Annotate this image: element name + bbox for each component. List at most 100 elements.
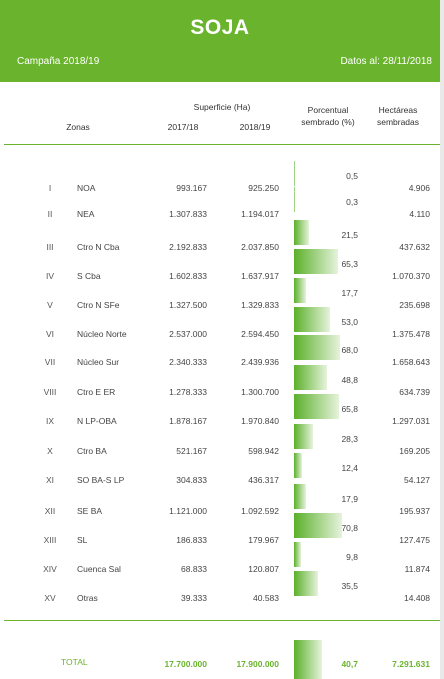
superficie-2018: 1.970.840 <box>241 416 279 426</box>
zone-number: XI <box>45 475 55 485</box>
hectares-value: 127.475 <box>399 535 430 545</box>
year1-header: 2017/18 <box>167 122 199 132</box>
percent-bar <box>294 335 341 360</box>
zone-name: Núcleo Norte <box>77 329 127 339</box>
zone-number: VI <box>45 329 55 339</box>
percent-bar <box>294 187 295 212</box>
total-hectares: 7.291.631 <box>392 659 430 669</box>
superficie-2017: 2.340.333 <box>169 357 207 367</box>
header-divider <box>4 144 440 145</box>
hectares-value: 235.698 <box>399 300 430 310</box>
zone-number: III <box>46 242 54 252</box>
zone-name: NOA <box>77 183 96 193</box>
page-title: SOJA <box>190 16 250 39</box>
superficie-2017: 1.307.833 <box>169 209 207 219</box>
porcentual-header: Porcentual sembrado (%) <box>301 105 355 127</box>
percent-value: 53,0 <box>341 317 358 327</box>
zone-name: SE BA <box>77 506 103 516</box>
percent-value: 21,5 <box>341 230 358 240</box>
hectareas-header: Hectáreas sembradas <box>376 105 420 127</box>
superficie-2017: 304.833 <box>176 475 207 485</box>
zone-name: S Cba <box>77 271 101 281</box>
total-percent-bar <box>294 640 322 679</box>
percent-bar <box>294 307 330 332</box>
percent-value: 28,3 <box>341 434 358 444</box>
superficie-2017: 39.333 <box>181 593 207 603</box>
zone-number: XIII <box>43 535 57 545</box>
superficie-2018: 40.583 <box>253 593 279 603</box>
percent-value: 9,8 <box>346 552 358 562</box>
superficie-2017: 1.278.333 <box>169 387 207 397</box>
percent-value: 0,5 <box>346 171 358 181</box>
percent-bar <box>294 513 342 538</box>
superficie-2017: 1.878.167 <box>169 416 207 426</box>
zone-number: IX <box>45 416 55 426</box>
superficie-2018: 120.807 <box>248 564 279 574</box>
superficie-2017: 68.833 <box>181 564 207 574</box>
superficie-2018: 1.092.592 <box>241 506 279 516</box>
zone-number: XIV <box>43 564 57 574</box>
hectares-value: 14.408 <box>404 593 430 603</box>
zone-name: Ctro N Cba <box>77 242 120 252</box>
hectares-value: 1.658.643 <box>392 357 430 367</box>
superficie-2018: 1.637.917 <box>241 271 279 281</box>
percent-value: 70,8 <box>341 523 358 533</box>
hectares-value: 195.937 <box>399 506 430 516</box>
superficie-2018: 179.967 <box>248 535 279 545</box>
superficie-2017: 1.121.000 <box>169 506 207 516</box>
superficie-2017: 521.167 <box>176 446 207 456</box>
zone-number: I <box>48 183 52 193</box>
percent-bar <box>294 365 328 390</box>
superficie-2017: 2.192.833 <box>169 242 207 252</box>
zonas-header: Zonas <box>66 122 90 132</box>
percent-value: 17,9 <box>341 494 358 504</box>
percent-value: 65,8 <box>341 404 358 414</box>
zone-number: II <box>47 209 53 219</box>
hectares-value: 437.632 <box>399 242 430 252</box>
total-2017: 17.700.000 <box>164 659 207 669</box>
superficie-2017: 1.327.500 <box>169 300 207 310</box>
zone-name: SO BA-S LP <box>77 475 125 485</box>
percent-bar <box>294 394 339 419</box>
campaign-label: Campaña 2018/19 <box>17 56 100 67</box>
superficie-2018: 1.329.833 <box>241 300 279 310</box>
superficie-2018: 2.439.936 <box>241 357 279 367</box>
hectares-value: 1.070.370 <box>392 271 430 281</box>
percent-bar <box>294 542 301 567</box>
superficie-2018: 598.942 <box>248 446 279 456</box>
right-edge <box>440 0 444 679</box>
zone-name: Ctro E ER <box>77 387 116 397</box>
percent-bar <box>294 278 306 303</box>
hectares-value: 1.297.031 <box>392 416 430 426</box>
percent-value: 48,8 <box>341 375 358 385</box>
zone-number: XV <box>44 593 56 603</box>
hectares-value: 4.110 <box>409 209 430 219</box>
superficie-2018: 925.250 <box>248 183 279 193</box>
superficie-2018: 1.300.700 <box>241 387 279 397</box>
hectares-value: 169.205 <box>399 446 430 456</box>
percent-bar <box>294 161 295 186</box>
date-label: Datos al: 28/11/2018 <box>340 56 432 67</box>
percent-bar <box>294 424 314 449</box>
superficie-2018: 2.594.450 <box>241 329 279 339</box>
superficie-2017: 186.833 <box>176 535 207 545</box>
zone-name: NEA <box>77 209 95 219</box>
total-percent: 40,7 <box>341 659 358 669</box>
percent-bar <box>294 571 319 596</box>
superficie-2018: 436.317 <box>248 475 279 485</box>
percent-value: 68,0 <box>341 345 358 355</box>
zone-name: Ctro N SFe <box>77 300 120 310</box>
superficie-header: Superficie (Ha) <box>193 102 251 112</box>
superficie-2018: 2.037.850 <box>241 242 279 252</box>
year2-header: 2018/19 <box>239 122 271 132</box>
superficie-2018: 1.194.017 <box>241 209 279 219</box>
zone-number: V <box>47 300 53 310</box>
zone-name: SL <box>77 535 88 545</box>
percent-value: 35,5 <box>341 581 358 591</box>
zone-number: X <box>47 446 53 456</box>
percent-value: 65,3 <box>341 259 358 269</box>
hectares-value: 54.127 <box>404 475 430 485</box>
hectares-value: 11.874 <box>404 564 430 574</box>
zone-name: Otras <box>77 593 98 603</box>
hectares-value: 4.906 <box>408 183 430 193</box>
